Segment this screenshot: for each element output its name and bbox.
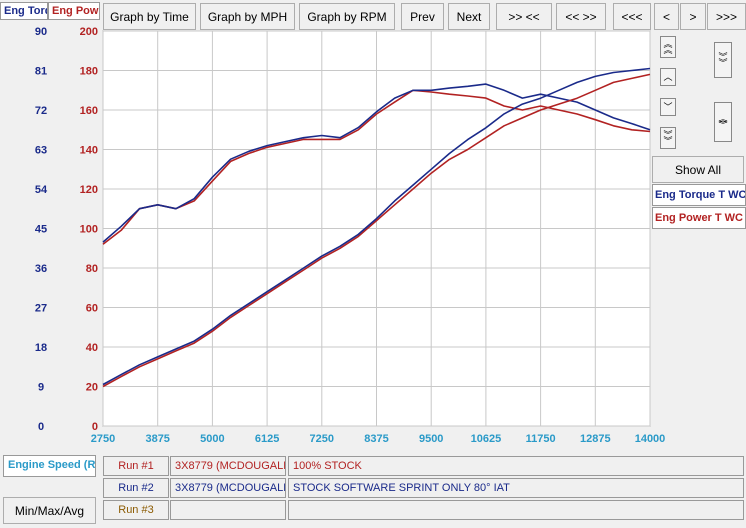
chevron-down-icon[interactable]: ﹀ [660,98,676,116]
prev-button[interactable]: Prev [401,3,444,30]
left-axis-tick-label: 9 [38,382,44,394]
chevron-up-icon[interactable]: ︿ [660,68,676,86]
next-button[interactable]: Next [448,3,490,30]
engine-speed-selector[interactable]: Engine Speed (R) [3,455,96,477]
scroll-right-button[interactable]: > [680,3,706,30]
min-max-avg-button[interactable]: Min/Max/Avg [3,497,96,524]
right-axis-tick-label: 100 [80,224,98,236]
grid [102,30,651,427]
left-axis-tick-label: 27 [35,303,47,315]
x-axis-tick-label: 7250 [310,433,334,445]
tab-eng-power[interactable]: Eng Powe [48,2,100,20]
x-axis-tick-label: 14000 [635,433,666,445]
x-axis-tick-label: 12875 [580,433,611,445]
run-1-description: 100% STOCK [288,456,744,476]
scroll-left-button[interactable]: < [654,3,679,30]
graph-by-time-button[interactable]: Graph by Time [103,3,196,30]
x-axis-tick-label: 5000 [200,433,224,445]
right-axis-tick-label: 0 [92,421,98,433]
graph-by-rpm-button[interactable]: Graph by RPM [299,3,395,30]
left-axis-tick-label: 54 [35,184,48,196]
x-axis-tick-label: 10625 [471,433,502,445]
left-axis-tick-label: 63 [35,145,47,157]
run-1-id: 3X8779 (MCDOUGALL [170,456,286,476]
expand-down-icon[interactable]: ︾ ︾ [660,127,676,149]
right-axis-tick-label: 200 [80,26,98,38]
x-axis-tick-label: 3875 [145,433,169,445]
power-run-2-line [102,67,651,386]
right-axis-tick-label: 180 [80,66,98,78]
graph-by-mph-button[interactable]: Graph by MPH [200,3,295,30]
left-axis-tick-label: 81 [35,66,47,78]
left-axis-tick-label: 0 [38,421,44,433]
run-3-id [170,500,286,520]
right-axis-tick-label: 80 [86,263,98,275]
zoom-in-button[interactable]: >> << [496,3,552,30]
right-axis-tick-label: 140 [80,145,98,157]
x-axis-tick-label: 2750 [91,433,115,445]
run-3-label[interactable]: Run #3 [103,500,169,520]
torque-run-2-line [102,83,651,243]
right-axis-tick-label: 60 [86,303,98,315]
x-axis-tick-label: 11750 [526,433,556,445]
run-2-label[interactable]: Run #2 [103,478,169,498]
right-axis-tick-label: 40 [86,342,98,354]
torque-run-1-line [102,89,651,245]
run-1-label[interactable]: Run #1 [103,456,169,476]
scale-down-icon[interactable]: ︾ ︾ [714,42,732,78]
x-axis-tick-label: 9500 [419,433,443,445]
x-axis-tick-label: 8375 [364,433,388,445]
show-all-button[interactable]: Show All [652,156,744,183]
run-3-description [288,500,744,520]
run-2-description: STOCK SOFTWARE SPRINT ONLY 80° IAT [288,478,744,498]
legend-power[interactable]: Eng Power T WC [652,207,746,229]
left-axis-tick-label: 18 [35,342,47,354]
series [102,67,651,388]
left-axis-tick-label: 90 [35,26,47,38]
right-axis-tick-label: 120 [80,184,98,196]
scale-up-icon[interactable]: ︽ ︾ [714,102,732,142]
right-axis-tick-label: 20 [86,382,98,394]
legend-torque[interactable]: Eng Torque T WC [652,184,746,206]
left-axis-tick-label: 72 [35,105,47,117]
left-axis-tick-label: 36 [35,263,47,275]
expand-up-icon[interactable]: ︽ ︽ [660,36,676,58]
zoom-out-button[interactable]: << >> [556,3,606,30]
power-run-1-line [102,73,651,388]
tab-eng-torque[interactable]: Eng Torq [0,2,48,20]
left-axis-tick-label: 45 [35,224,47,236]
run-2-id: 3X8779 (MCDOUGALL [170,478,286,498]
x-axis-tick-label: 6125 [255,433,279,445]
right-axis-tick-label: 160 [80,105,98,117]
scroll-start-button[interactable]: <<< [613,3,651,30]
x-axis-ticks: 2750 3875 5000 6125 7250 8375 9500 10625 11750 12… [91,433,666,445]
